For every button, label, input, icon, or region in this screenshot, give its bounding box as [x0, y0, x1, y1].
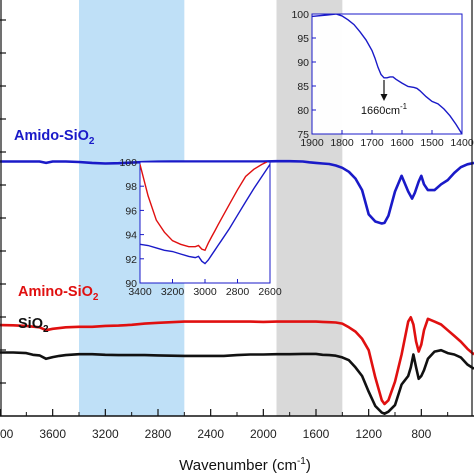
x-tick-label: 1200	[355, 427, 382, 441]
inset-x-tick-label: 2600	[258, 286, 282, 298]
inset-x-tick-label: 1600	[390, 137, 414, 149]
main-axes: 4000 3600 3200 2800 2400 2000 1600 1200 800	[0, 0, 474, 441]
x-tick-label: 4000	[0, 427, 14, 441]
inset-series-line-1	[140, 164, 270, 265]
inset-y-tick-label: 100	[119, 157, 137, 169]
inset-x-tick-label: 1400	[450, 137, 474, 149]
series-line-1	[0, 316, 474, 406]
inset-y-tick-label: 90	[297, 57, 309, 69]
inset-x-tick-label: 1500	[420, 137, 444, 149]
inset-y-tick-label: 95	[297, 33, 309, 45]
series-label-0: Amido-SiO2	[14, 128, 95, 147]
series-label-2: SiO2	[18, 316, 49, 335]
inset-frame	[139, 161, 271, 284]
series-labels: Amido-SiO2 Amino-SiO2 SiO2	[14, 128, 99, 335]
x-tick-label: 2400	[197, 427, 224, 441]
x-tick-label: 1600	[303, 427, 330, 441]
inset-series-line-0	[312, 14, 462, 134]
x-tick-label: 800	[411, 427, 431, 441]
x-axis-title: Wavenumber (cm-1)	[179, 456, 311, 474]
annotation-arrow-head	[380, 94, 388, 101]
inset-y-tick-label: 92	[125, 254, 137, 266]
inset-series-line-0	[140, 162, 268, 252]
inset-y-tick-label: 85	[297, 81, 309, 93]
inset-top-right: 1900 1800 1700 1600 1500 1400 75 80 85 90 95 100 166…	[291, 9, 473, 149]
inset-x-tick-label: 3400	[128, 286, 152, 298]
main-series-group	[0, 159, 474, 415]
inset-x-tick-label: 3200	[161, 286, 185, 298]
x-tick-label: 2800	[145, 427, 172, 441]
x-tick-label: 3200	[92, 427, 119, 441]
annotation-label: 1660cm-1	[361, 102, 408, 117]
inset-x-tick-label: 1700	[360, 137, 384, 149]
inset-y-tick-label: 75	[297, 129, 309, 141]
inset-y-tick-label: 96	[125, 205, 137, 217]
inset-frame	[311, 13, 463, 135]
inset-x-tick-label: 1800	[330, 137, 354, 149]
series-line-2	[0, 348, 474, 415]
inset-x-tick-label: 2800	[226, 286, 250, 298]
series-line-0	[0, 159, 474, 225]
inset-middle: 3400 3200 3000 2800 2600 90 92 94 96 98 100	[119, 157, 281, 298]
inset-y-tick-label: 90	[125, 278, 137, 290]
inset-y-tick-label: 80	[297, 105, 309, 117]
inset-y-tick-label: 100	[291, 9, 309, 21]
inset-y-tick-label: 98	[125, 181, 137, 193]
inset-x-tick-label: 3000	[193, 286, 217, 298]
x-tick-label: 3600	[39, 427, 66, 441]
inset-y-tick-label: 94	[125, 230, 137, 242]
x-tick-label: 2000	[250, 427, 277, 441]
inset-x-tick-label: 1900	[300, 137, 324, 149]
series-label-1: Amino-SiO2	[18, 284, 99, 303]
